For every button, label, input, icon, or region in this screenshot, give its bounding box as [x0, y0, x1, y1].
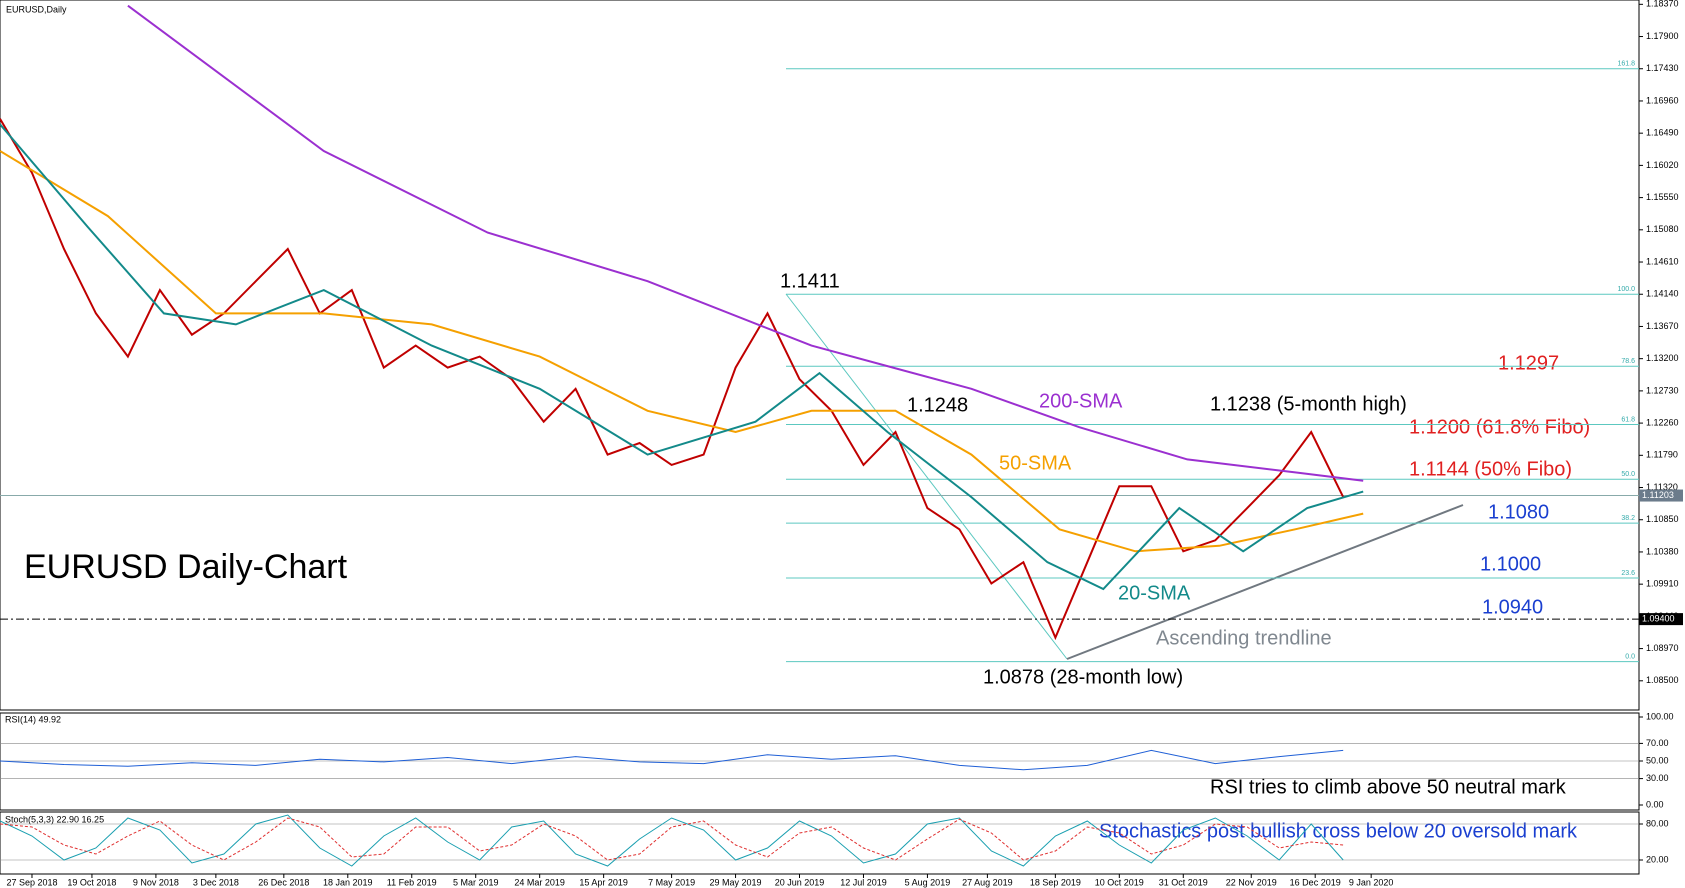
chart-title: EURUSD,Daily [6, 4, 67, 14]
x-tick-label: 10 Oct 2019 [1095, 877, 1144, 887]
heading: EURUSD Daily-Chart [24, 548, 348, 586]
annotation: Ascending trendline [1156, 627, 1332, 649]
x-tick-label: 12 Jul 2019 [840, 877, 887, 887]
series-line [127, 4, 1364, 482]
fibo-label: 50.0 [1621, 471, 1635, 478]
x-tick-label: 27 Aug 2019 [962, 877, 1013, 887]
x-tick-label: 18 Jan 2019 [323, 877, 373, 887]
y-tick-label: 1.17900 [1646, 31, 1679, 41]
annotation: 1.1200 (61.8% Fibo) [1409, 416, 1590, 438]
y-tick-label: 1.13670 [1646, 321, 1679, 331]
y-tick-label: 70.00 [1646, 738, 1669, 748]
x-tick-label: 5 Mar 2019 [453, 877, 499, 887]
y-tick-label: 1.16020 [1646, 160, 1679, 170]
sma-label: 20-SMA [1118, 582, 1191, 604]
price-box [1639, 489, 1683, 502]
x-tick-label: 11 Feb 2019 [387, 877, 437, 887]
y-tick-label: 1.09910 [1646, 579, 1679, 589]
fibo-diagonal [785, 293, 1068, 660]
y-tick-label: 50.00 [1646, 755, 1669, 765]
fibo-label: 161.8 [1617, 61, 1635, 68]
annotation: 1.1080 [1488, 501, 1549, 523]
y-tick-label: 1.10850 [1646, 514, 1679, 524]
x-tick-label: 7 May 2019 [648, 877, 695, 887]
y-tick-label: 30.00 [1646, 773, 1669, 783]
y-tick-label: 1.13200 [1646, 353, 1679, 363]
series-line [0, 749, 1344, 771]
annotation: Stochastics post bullish cross below 20 … [1099, 820, 1578, 842]
x-tick-label: 9 Nov 2018 [133, 877, 179, 887]
y-tick-label: 1.08970 [1646, 643, 1679, 653]
price-label: 1.09400 [1642, 613, 1675, 623]
annotation: 1.1297 [1498, 352, 1559, 374]
y-tick-label: 1.12260 [1646, 417, 1679, 427]
y-tick-label: 1.16490 [1646, 128, 1679, 138]
x-tick-label: 3 Dec 2018 [193, 877, 239, 887]
price-box [1639, 613, 1683, 626]
x-tick-label: 29 May 2019 [710, 877, 762, 887]
x-tick-label: 20 Jun 2019 [775, 877, 825, 887]
y-tick-label: 1.16960 [1646, 95, 1679, 105]
panel-title: Stoch(5,3,3) 22.90 16.25 [5, 814, 104, 824]
y-tick-label: 1.17430 [1646, 63, 1679, 73]
x-tick-label: 24 Mar 2019 [514, 877, 565, 887]
x-tick-label: 31 Oct 2019 [1159, 877, 1208, 887]
y-tick-label: 0.00 [1646, 799, 1664, 809]
y-tick-label: 1.14140 [1646, 289, 1679, 299]
y-tick-label: 100.00 [1646, 711, 1674, 721]
y-tick-label: 80.00 [1646, 818, 1669, 828]
main-panel [0, 0, 1640, 711]
series-line [0, 123, 1364, 591]
x-tick-label: 18 Sep 2019 [1030, 877, 1081, 887]
panel-title: RSI(14) 49.92 [5, 714, 61, 724]
price-label: 1.11203 [1642, 490, 1674, 500]
y-tick-label: 20.00 [1646, 854, 1669, 864]
x-tick-label: 19 Oct 2018 [67, 877, 116, 887]
fibo-label: 0.0 [1625, 653, 1635, 660]
stoch-panel [0, 811, 1640, 875]
x-tick-label: 15 Apr 2019 [579, 877, 628, 887]
y-tick-label: 1.10380 [1646, 546, 1679, 556]
fibo-label: 78.6 [1621, 358, 1635, 365]
annotation: 1.0940 [1482, 596, 1543, 618]
fibo-label: 61.8 [1621, 416, 1635, 423]
annotation: 1.1000 [1480, 553, 1541, 575]
sma-label: 50-SMA [999, 452, 1072, 474]
fibo-label: 23.6 [1621, 570, 1635, 577]
x-tick-label: 26 Dec 2018 [258, 877, 309, 887]
annotation: 1.1144 (50% Fibo) [1409, 458, 1572, 480]
y-tick-label: 1.18370 [1646, 0, 1679, 9]
y-tick-label: 1.11320 [1646, 482, 1678, 492]
annotation: 1.1248 [907, 394, 968, 416]
y-tick-label: 1.15550 [1646, 192, 1679, 202]
annotation: 1.0878 (28-month low) [983, 666, 1183, 688]
series-line [0, 814, 1344, 867]
fibo-label: 38.2 [1621, 515, 1635, 522]
x-tick-label: 5 Aug 2019 [905, 877, 951, 887]
annotation: 1.1238 (5-month high) [1210, 393, 1407, 415]
fibo-label: 100.0 [1617, 286, 1635, 293]
x-tick-label: 22 Nov 2019 [1226, 877, 1277, 887]
x-tick-label: 27 Sep 2018 [6, 877, 57, 887]
sma-label: 200-SMA [1039, 390, 1123, 412]
annotation: RSI tries to climb above 50 neutral mark [1210, 776, 1567, 798]
y-tick-label: 1.14610 [1646, 256, 1679, 266]
trendline [1066, 504, 1464, 660]
annotation: 1.1411 [780, 270, 840, 292]
y-tick-label: 1.12730 [1646, 385, 1679, 395]
y-tick-label: 1.11790 [1646, 450, 1678, 460]
x-tick-label: 16 Dec 2019 [1290, 877, 1341, 887]
series-line [0, 150, 1364, 553]
x-tick-label: 9 Jan 2020 [1349, 877, 1394, 887]
y-tick-label: 1.15080 [1646, 224, 1679, 234]
y-tick-label: 1.08500 [1646, 675, 1679, 685]
